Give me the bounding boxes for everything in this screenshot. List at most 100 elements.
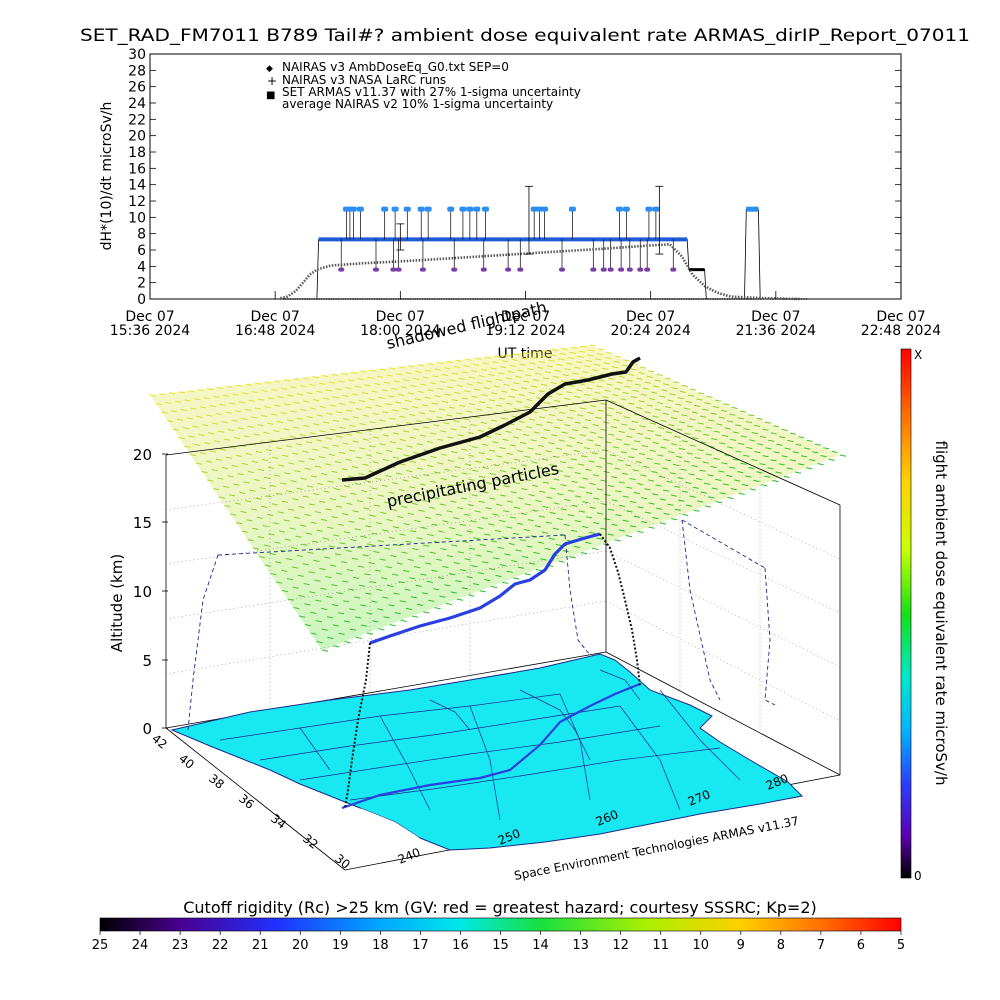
- y-axis-label: dH*(10)/dt microSv/h: [99, 102, 115, 251]
- particle-dash: [517, 497, 524, 500]
- particle-dash: [412, 615, 419, 618]
- particle-dash: [702, 461, 709, 464]
- particle-dash: [441, 400, 448, 403]
- particle-dash: [671, 387, 678, 390]
- particle-dash: [325, 576, 332, 579]
- particle-dash: [352, 416, 359, 419]
- particle-dash: [828, 458, 835, 461]
- particle-dash: [313, 399, 320, 402]
- particle-dash: [403, 454, 410, 457]
- particle-dash: [355, 616, 362, 619]
- rigidity-tick-label: 5: [897, 938, 905, 953]
- particle-dash: [530, 439, 537, 442]
- particle-dash: [559, 411, 566, 414]
- particle-dash: [580, 552, 588, 555]
- particle-dash: [622, 391, 629, 395]
- particle-dash: [449, 406, 456, 409]
- dose-colorbar: X 0 flight ambient dose equivalent rate …: [900, 348, 950, 883]
- particle-dash: [505, 430, 512, 433]
- particle-dash: [225, 411, 232, 414]
- particle-dash: [684, 432, 691, 435]
- particle-dash: [629, 525, 637, 528]
- particle-dash: [772, 479, 779, 483]
- particle-dash: [265, 449, 273, 452]
- particle-dash: [537, 366, 544, 369]
- particle-dash: [587, 354, 594, 357]
- particle-dash: [654, 462, 661, 465]
- particle-dash: [463, 364, 470, 368]
- particle-dash: [388, 491, 395, 494]
- particle-dash: [673, 381, 680, 384]
- particle-dash: [192, 425, 199, 428]
- particle-dash: [659, 522, 666, 525]
- particle-dash: [400, 619, 407, 622]
- particle-dash: [455, 580, 462, 583]
- particle-dash: [558, 358, 565, 361]
- particle-dash: [711, 487, 718, 490]
- particle-dash: [707, 474, 714, 477]
- particle-dash: [384, 381, 391, 384]
- particle-dash: [348, 520, 355, 523]
- particle-dash: [594, 391, 601, 394]
- particle-dash: [581, 455, 588, 458]
- particle-dash: [685, 481, 692, 484]
- particle-dash: [722, 483, 730, 486]
- particle-dash: [370, 581, 377, 584]
- particle-dash: [313, 559, 320, 562]
- particle-dash: [389, 417, 396, 420]
- particle-dash: [602, 449, 609, 452]
- particle-dash: [322, 537, 329, 540]
- particle-dash: [352, 393, 359, 396]
- particle-dash: [569, 351, 576, 354]
- particle-dash: [564, 368, 571, 371]
- particle-dash: [336, 572, 343, 575]
- particle-dash: [564, 397, 571, 400]
- particle-dash: [237, 427, 244, 430]
- particle-dash: [515, 375, 522, 378]
- particle-dash: [570, 458, 577, 461]
- particle-dash: [343, 600, 350, 603]
- particle-dash: [416, 420, 423, 423]
- particle-dash: [461, 497, 468, 500]
- armas-dip-point: [626, 267, 633, 272]
- particle-dash: [538, 416, 546, 419]
- particle-dash: [596, 385, 603, 388]
- armas-dip-point: [559, 267, 566, 272]
- particle-dash: [576, 441, 583, 445]
- particle-dash: [439, 595, 446, 598]
- particle-dash: [516, 400, 523, 403]
- particle-dash: [637, 530, 644, 533]
- particle-dash: [586, 491, 593, 495]
- particle-dash: [521, 488, 528, 491]
- particle-dash: [254, 407, 261, 410]
- particle-dash: [739, 410, 747, 413]
- particle-dash: [546, 472, 553, 475]
- particle-dash: [621, 472, 629, 475]
- particle-dash: [258, 556, 265, 559]
- particle-dash: [584, 419, 592, 422]
- particle-dash: [437, 438, 444, 441]
- particle-dash: [691, 411, 698, 414]
- particle-dash: [523, 529, 530, 532]
- armas-spike-point: [622, 206, 630, 212]
- particle-dash: [496, 404, 503, 407]
- particle-dash: [381, 577, 388, 580]
- particle-dash: [623, 443, 630, 446]
- particle-dash: [729, 413, 736, 416]
- particle-dash: [655, 434, 662, 437]
- particle-dash: [451, 451, 458, 454]
- particle-dash: [477, 429, 484, 432]
- particle-dash: [669, 393, 676, 396]
- particle-dash: [326, 437, 333, 440]
- particle-dash: [347, 569, 354, 572]
- particle-dash: [409, 486, 416, 489]
- particle-dash: [209, 405, 216, 408]
- particle-dash: [306, 392, 313, 395]
- particle-dash: [341, 372, 348, 375]
- particle-dash: [309, 407, 317, 410]
- particle-dash: [552, 455, 559, 458]
- particle-dash: [566, 444, 573, 447]
- particle-dash: [451, 372, 458, 375]
- particle-dash: [781, 455, 788, 458]
- particle-dash: [567, 489, 575, 492]
